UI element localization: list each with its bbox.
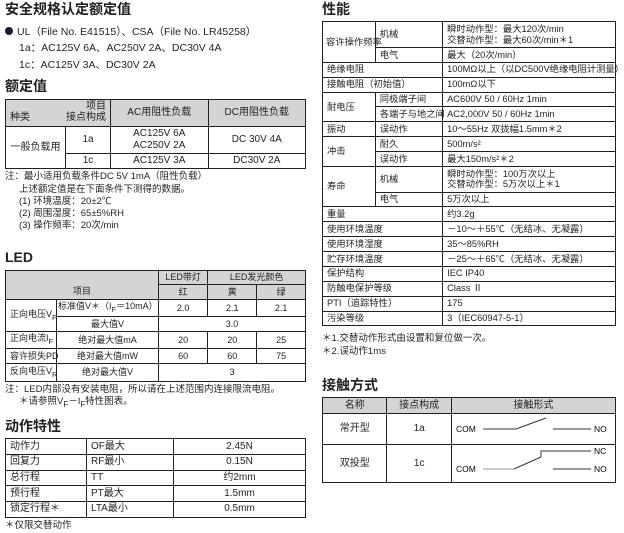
svg-text:NO: NO [594, 464, 607, 474]
svg-text:NC: NC [594, 446, 606, 456]
svg-text:NO: NO [594, 424, 607, 434]
svg-text:COM: COM [456, 464, 476, 474]
svg-text:COM: COM [456, 424, 476, 434]
